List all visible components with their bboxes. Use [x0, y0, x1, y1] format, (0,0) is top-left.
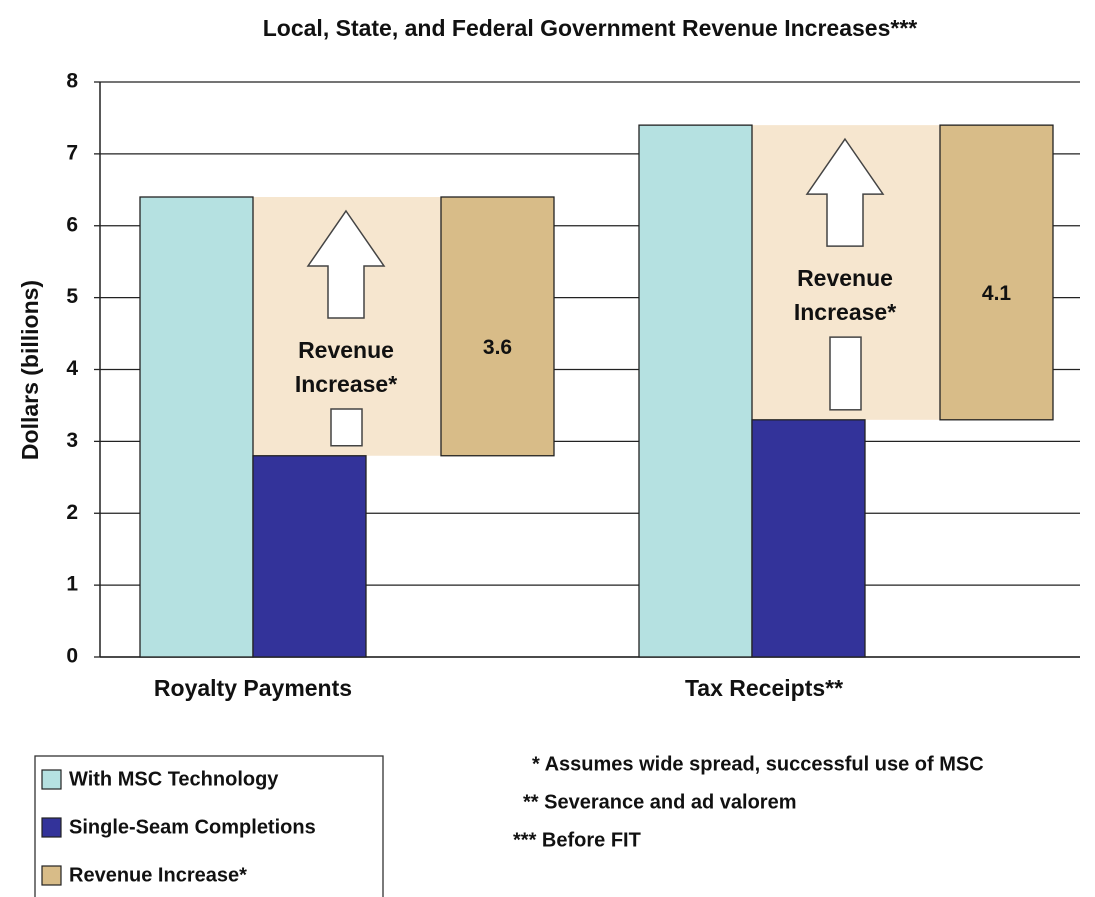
footnote: *** Before FIT [513, 829, 641, 851]
legend-swatch [41, 865, 62, 886]
arrow [805, 137, 885, 247]
y-tick-label: 7 [66, 141, 78, 164]
arrow-tail [330, 408, 363, 447]
legend-label: Revenue Increase* [69, 864, 247, 886]
x-tick-label: Tax Receipts** [685, 675, 843, 701]
legend-box [34, 755, 384, 897]
annotation: Revenue Increase* [295, 337, 397, 397]
bar [139, 196, 254, 658]
y-tick-label: 8 [66, 70, 78, 93]
legend-label: Single-Seam Completions [69, 816, 316, 838]
y-tick-label: 3 [66, 429, 78, 452]
bar [252, 455, 367, 658]
bar [939, 124, 1054, 421]
y-tick-label: 0 [66, 645, 78, 668]
legend-label: With MSC Technology [69, 768, 279, 790]
annotation: Revenue Increase* [794, 265, 896, 325]
arrow-tail [829, 336, 862, 411]
y-tick-label: 6 [66, 213, 78, 236]
footnote: * Assumes wide spread, successful use of… [532, 753, 984, 775]
y-tick-label: 5 [66, 285, 78, 308]
data-label: 4.1 [982, 282, 1012, 305]
y-tick-label: 4 [66, 357, 78, 380]
y-tick-label: 1 [66, 573, 78, 596]
bar [440, 196, 555, 457]
y-tick-label: 2 [66, 501, 78, 524]
legend-swatch [41, 817, 62, 838]
footnote: ** Severance and ad valorem [523, 791, 796, 813]
data-label: 3.6 [483, 336, 512, 359]
y-axis-label: Dollars (billions) [17, 280, 43, 460]
x-tick-label: Royalty Payments [154, 675, 352, 701]
legend-swatch [41, 769, 62, 790]
chart-title: Local, State, and Federal Government Rev… [263, 15, 918, 41]
bar [751, 419, 866, 658]
bar [638, 124, 753, 658]
arrow [306, 209, 386, 319]
